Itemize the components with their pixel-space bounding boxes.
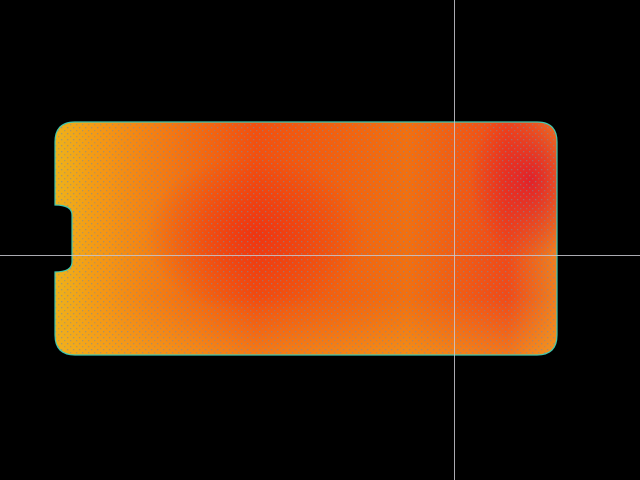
display-outline — [54, 121, 558, 356]
display-heatmap — [55, 122, 557, 355]
